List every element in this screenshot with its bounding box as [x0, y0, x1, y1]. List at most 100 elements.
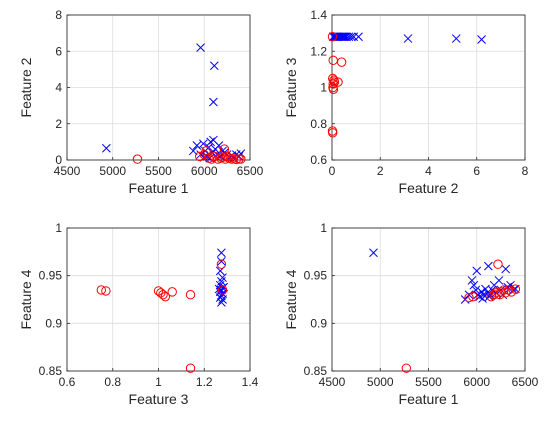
x-tick-label: 5500 [415, 375, 442, 389]
scatter-point-o [328, 79, 338, 89]
scatter-point-o [336, 57, 347, 67]
scatter-point-o [158, 290, 168, 300]
scatter-point-o [327, 32, 338, 42]
scatter-point-x [469, 280, 479, 290]
x-tick-label: 6500 [237, 164, 264, 178]
y-tick-label: 1 [55, 221, 62, 235]
scatter-point-o [328, 84, 339, 95]
scatter-point-x [196, 43, 205, 52]
subplot-4: 4500 5000 5500 6000 6500 0.85 0.9 0.95 1 Feature … [283, 221, 539, 407]
scatter-point-x [217, 248, 226, 258]
y-tick-label: 0.95 [304, 269, 328, 283]
scatter-point-x [206, 137, 216, 147]
scatter-point-x [346, 32, 356, 42]
scatter-point-o [328, 128, 338, 138]
scatter-point-x [478, 294, 487, 303]
scatter-point-x [483, 261, 493, 271]
scatter-point-o [167, 287, 177, 297]
y-tick-label: 0.8 [310, 117, 327, 131]
y-axis-label: Feature 3 [283, 57, 299, 117]
scatter-point-x [196, 150, 205, 159]
y-tick-label: 6 [55, 44, 62, 58]
scatter-point-o [495, 290, 505, 300]
scatter-point-o [236, 154, 246, 164]
x-tick-label: 1.2 [196, 375, 213, 389]
x-tick-label: 1.4 [242, 375, 259, 389]
scatter-point-o [132, 154, 143, 164]
y-tick-label: 8 [55, 8, 62, 22]
scatter-point-x [467, 276, 477, 285]
scatter-point-o [493, 259, 503, 269]
scatter-point-o [217, 285, 228, 295]
plot-border [66, 14, 251, 161]
x-tick-label: 6500 [512, 375, 539, 389]
scatter-point-o [501, 288, 511, 298]
scatter-point-o [329, 77, 340, 87]
x-tick-label: 6 [473, 164, 480, 178]
y-tick-label: 0.85 [39, 364, 63, 378]
y-tick-label: 1.2 [310, 44, 327, 58]
scatter-point-o [206, 154, 217, 164]
y-tick-label: 4 [55, 81, 62, 95]
x-axis-label: Feature 1 [129, 180, 189, 196]
scatter-point-x [218, 295, 227, 304]
x-tick-label: 4500 [54, 164, 81, 178]
subplot-3: 0.6 0.8 1 1.2 1.4 0.85 0.9 0.95 1 Feature 3 Featur… [18, 221, 259, 407]
x-tick-label: 5000 [99, 164, 126, 178]
x-tick-label: 5500 [145, 164, 172, 178]
scatter-point-o [185, 363, 196, 373]
scatter-point-x [217, 298, 226, 307]
scatter-point-x [403, 34, 413, 43]
scatter-point-o [489, 290, 499, 300]
x-tick-label: 4500 [319, 375, 346, 389]
scatter-point-x [472, 266, 482, 276]
subplot-2: 0 2 4 6 8 0.6 0.8 1 1.2 1.4 Feature 2 Feature 3 [283, 8, 529, 196]
y-tick-label: 0 [55, 153, 62, 167]
scatter-point-o [96, 285, 107, 295]
x-tick-label: 2 [377, 164, 384, 178]
x-axis-label: Feature 1 [399, 391, 459, 407]
x-tick-label: 8 [522, 164, 529, 178]
plot-border [331, 227, 526, 372]
x-tick-label: 0.6 [59, 375, 76, 389]
scatter-point-o [219, 144, 230, 154]
scatter-point-o [194, 151, 205, 162]
scatter-point-x [101, 143, 111, 153]
scatter-point-o [160, 291, 171, 302]
scatter-point-o [464, 292, 474, 303]
x-axis-label: Feature 3 [129, 391, 189, 407]
scatter-point-o [216, 259, 227, 269]
y-tick-label: 2 [55, 117, 62, 131]
scatter-point-x [192, 141, 202, 150]
scatter-point-x [354, 32, 363, 42]
x-tick-label: 4 [425, 164, 432, 178]
scatter-point-o [101, 286, 111, 296]
scatter-point-o [231, 154, 241, 165]
x-tick-label: 6000 [191, 164, 218, 178]
y-axis-label: Feature 4 [18, 269, 34, 329]
x-axis-label: Feature 2 [399, 180, 459, 196]
scatter-point-x [369, 248, 378, 258]
plot-border [66, 227, 251, 372]
scatter-point-x [209, 61, 219, 71]
scatter-point-x [217, 257, 226, 266]
scatter-point-x [451, 34, 461, 43]
scatter-point-x [501, 264, 511, 274]
scatter-point-x [477, 35, 486, 44]
y-axis-label: Feature 4 [283, 269, 299, 329]
scatter-point-o [185, 290, 196, 300]
scatter-point-x [236, 149, 246, 159]
x-tick-label: 6000 [463, 375, 490, 389]
y-tick-label: 0.95 [39, 269, 63, 283]
y-tick-label: 0.85 [304, 364, 328, 378]
x-tick-label: 0.8 [104, 375, 121, 389]
y-tick-label: 0.6 [310, 153, 327, 167]
scatter-point-o [401, 363, 412, 373]
y-tick-label: 0.9 [45, 316, 62, 330]
scatter-point-x [494, 276, 504, 285]
y-tick-label: 0.9 [310, 316, 327, 330]
scatter-point-x [214, 141, 224, 150]
scatter-point-o [333, 77, 343, 87]
y-tick-label: 1 [320, 81, 327, 95]
